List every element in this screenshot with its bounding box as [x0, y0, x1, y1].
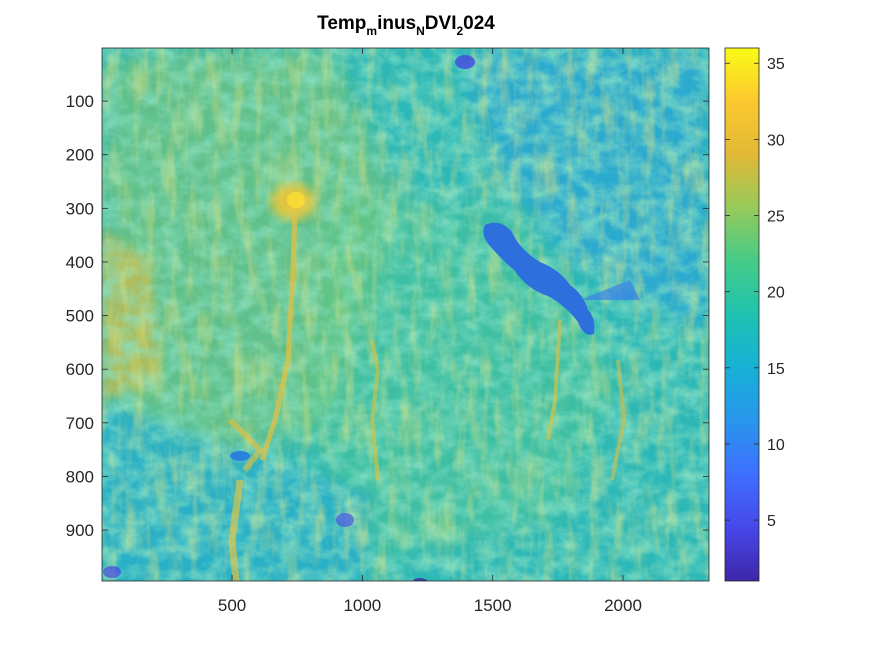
title-part: 024	[463, 13, 495, 34]
title-part: m	[366, 24, 377, 38]
colorbar-tick-label: 15	[767, 361, 785, 378]
title-part: DVI	[425, 13, 457, 34]
x-tick-label: 500	[218, 596, 246, 615]
colorbar	[724, 47, 760, 582]
title-part: 2	[456, 24, 463, 38]
x-tick-label: 2000	[604, 596, 642, 615]
colorbar-tick-label: 35	[767, 56, 785, 73]
x-tick-label: 1000	[343, 596, 381, 615]
y-tick-label: 600	[66, 360, 94, 379]
colorbar-tick-label: 20	[767, 285, 785, 302]
colorbar-ticks: 5 10 15 20 25 30 35	[725, 56, 785, 530]
y-tick-label: 500	[66, 307, 94, 326]
y-tick-label: 700	[66, 414, 94, 433]
y-tick-label: 200	[66, 146, 94, 165]
chart-title: TempminusNDVI2024	[317, 13, 495, 38]
y-tick-label: 400	[66, 253, 94, 272]
title-part: inus	[377, 13, 416, 34]
y-tick-label: 100	[66, 92, 94, 111]
title-part: Temp	[317, 13, 366, 34]
title-part: N	[416, 24, 425, 38]
y-axis: 100 200 300 400 500 600 700 800 900	[66, 92, 709, 540]
x-tick-label: 1500	[474, 596, 512, 615]
colorbar-tick-label: 5	[767, 513, 776, 530]
heatmap-image	[102, 48, 709, 581]
warm-stream	[259, 214, 298, 461]
x-axis: 500 1000 1500 2000	[218, 48, 642, 615]
colorbar-tick-label: 30	[767, 132, 785, 149]
lake	[483, 222, 595, 335]
y-tick-label: 900	[66, 521, 94, 540]
colorbar-tick-label: 10	[767, 437, 785, 454]
plot-area	[101, 47, 710, 582]
y-tick-label: 800	[66, 467, 94, 486]
y-tick-label: 300	[66, 199, 94, 218]
colorbar-tick-label: 25	[767, 209, 785, 226]
